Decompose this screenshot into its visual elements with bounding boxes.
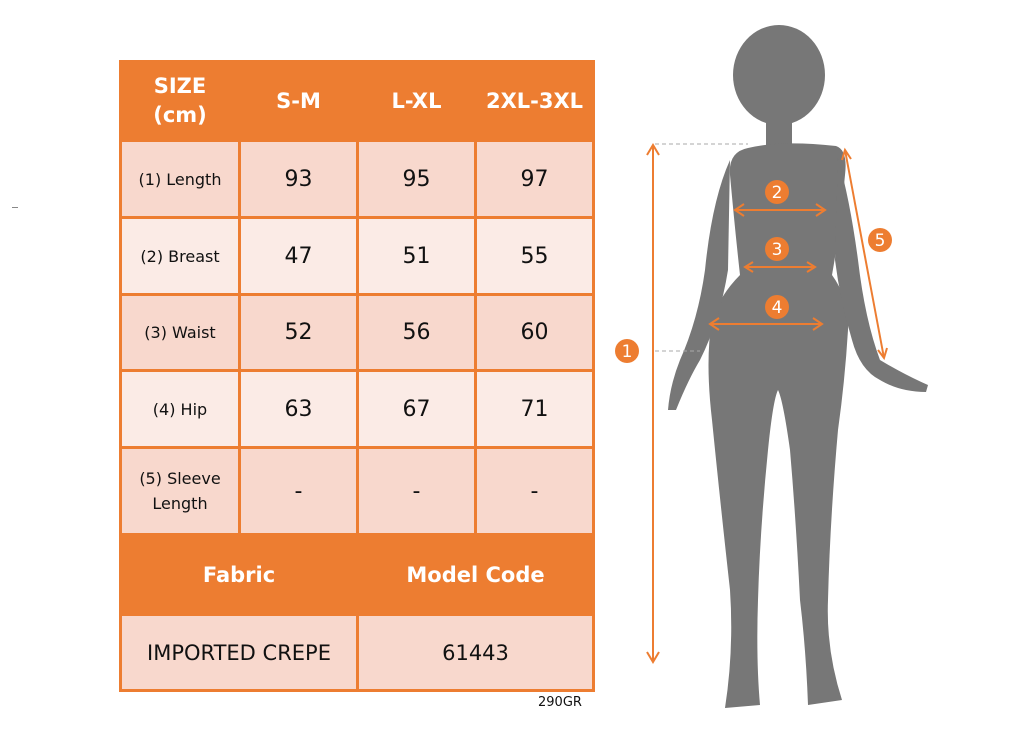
sleeve-arrow (844, 149, 885, 359)
size-unit-header: SIZE (cm) (119, 60, 241, 142)
cell-value: 71 (474, 369, 595, 449)
cell-value: 60 (474, 293, 595, 372)
cell-value: - (474, 446, 595, 536)
row-label: (2) Breast (119, 216, 241, 296)
fabric-label: Fabric (119, 533, 359, 616)
marker-1: 1 (615, 339, 639, 363)
cell-value: 67 (356, 369, 477, 449)
marker-2: 2 (765, 180, 789, 204)
marker-5: 5 (868, 228, 892, 252)
cell-value: 95 (356, 139, 477, 219)
guide-lines (655, 143, 748, 352)
table-row: (1) Length 93 95 97 (119, 139, 595, 219)
weight-label: 290GR (538, 695, 582, 710)
model-code-value: 61443 (356, 613, 595, 692)
woman-silhouette (668, 25, 928, 708)
model-code-label: Model Code (356, 533, 595, 616)
marker-4: 4 (765, 295, 789, 319)
cell-value: - (356, 446, 477, 536)
svg-text:1: 1 (622, 342, 633, 362)
cell-value: 56 (356, 293, 477, 372)
svg-text:3: 3 (772, 240, 783, 260)
marker-3: 3 (765, 237, 789, 261)
cell-value: 47 (238, 216, 359, 296)
body-measurement-figure: 1 2 3 4 5 (615, 25, 928, 708)
size-header-2xl-3xl: 2XL-3XL (474, 60, 595, 142)
fabric-header-row: Fabric Model Code (119, 533, 595, 616)
svg-text:2: 2 (772, 183, 783, 203)
cell-value: 52 (238, 293, 359, 372)
table-row: (4) Hip 63 67 71 (119, 369, 595, 449)
row-label: (3) Waist (119, 293, 241, 372)
cell-value: - (238, 446, 359, 536)
cell-value: 63 (238, 369, 359, 449)
row-label: (1) Length (119, 139, 241, 219)
fabric-row: IMPORTED CREPE 61443 (119, 613, 595, 692)
table-row: (3) Waist 52 56 60 (119, 293, 595, 372)
row-label: (5) Sleeve Length (119, 446, 241, 536)
table-row: (2) Breast 47 51 55 (119, 216, 595, 296)
row-label: (4) Hip (119, 369, 241, 449)
header-row: SIZE (cm) S-M L-XL 2XL-3XL (119, 60, 595, 142)
marker-badges: 1 2 3 4 5 (615, 180, 892, 363)
cell-value: 97 (474, 139, 595, 219)
fabric-value: IMPORTED CREPE (119, 613, 359, 692)
stray-mark (12, 207, 18, 208)
cell-value: 55 (474, 216, 595, 296)
cell-value: 93 (238, 139, 359, 219)
svg-text:4: 4 (772, 298, 783, 318)
size-chart-table: SIZE (cm) S-M L-XL 2XL-3XL (1) Length 93… (119, 60, 595, 692)
size-header-s-m: S-M (238, 60, 359, 142)
cell-value: 51 (356, 216, 477, 296)
size-header-l-xl: L-XL (356, 60, 477, 142)
svg-text:5: 5 (875, 231, 886, 251)
measurement-lines (646, 143, 888, 664)
table-row: (5) Sleeve Length - - - (119, 446, 595, 536)
